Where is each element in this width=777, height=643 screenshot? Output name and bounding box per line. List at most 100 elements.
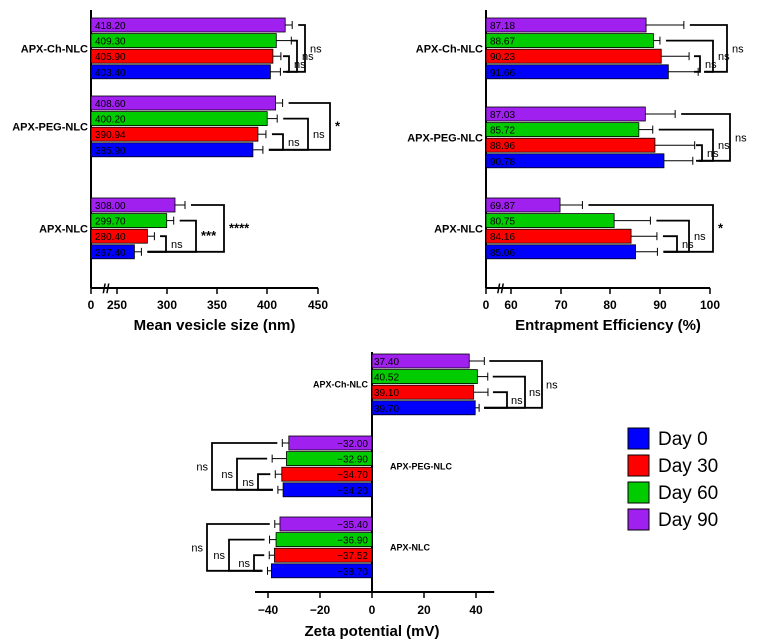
legend-swatch-day0 [627,427,650,450]
ee-significance-bracket [681,113,731,162]
zeta-x-tick-label: 0 [369,603,376,617]
zeta-significance-label: ns [238,558,250,570]
size-significance-bracket [286,24,306,73]
zeta-significance-label: ns [213,550,225,562]
zeta-significance-bracket [253,554,265,572]
zeta-significance-bracket [211,442,278,491]
size-bar-value-label: 390.94 [95,130,126,141]
size-group-label: APX-NLC [39,223,88,235]
size-significance-label: ns [310,43,322,55]
ee-bar-value-label: 69.87 [490,201,515,212]
zeta-x-axis-title: Zeta potential (mV) [304,623,439,640]
ee-significance-label: ns [718,51,730,63]
ee-group-label: APX-PEG-NLC [407,132,483,144]
zeta-x-tick-label: 40 [469,603,483,617]
ee-significance-bracket [689,24,728,73]
ee-bar-value-label: 85.06 [490,248,515,259]
zeta-group-label: APX-PEG-NLC [390,461,453,471]
zeta-significance-bracket [257,473,273,491]
ee-significance-label: ns [682,239,694,251]
size-bar-value-label: 400.20 [95,115,126,126]
size-bar-value-label: 408.60 [95,99,126,110]
zeta-x-tick-label: 20 [417,603,431,617]
zeta-significance-label: ns [546,379,558,391]
legend-swatch-day30 [627,454,650,477]
ee-significance-label: ns [718,140,730,152]
ee-significance-bracket [696,144,703,162]
size-significance-label: ns [313,129,325,141]
ee-x-tick-label: 0 [483,298,490,312]
size-x-tick-label: 350 [207,298,227,312]
zeta-bar-value-label: −32.90 [337,455,368,466]
size-bar-value-label: 405.90 [95,52,126,63]
ee-significance-label: ns [732,43,744,55]
ee-bar-value-label: 88.67 [490,37,515,48]
ee-bar-apx-peg-nlc-day60 [485,122,640,137]
zeta-significance-label: ns [529,387,541,399]
ee-bar-value-label: 84.16 [490,232,515,243]
ee-bar-value-label: 85.72 [490,126,515,137]
size-x-tick-label: 0 [88,298,95,312]
size-group-label: APX-Ch-NLC [21,43,88,55]
ee-group-label: APX-NLC [434,223,483,235]
legend-label: Day 60 [658,483,718,504]
zeta-significance-label: ns [196,461,208,473]
ee-significance-label: ns [694,231,706,243]
zeta-significance-label: ns [242,477,254,489]
ee-x-tick-label: 70 [554,298,568,312]
ee-bar-value-label: 88.96 [490,141,515,152]
zeta-x-tick-label: −40 [258,603,279,617]
size-significance-bracket [283,55,290,73]
size-bar-value-label: 418.20 [95,21,126,32]
size-bar-value-label: 385.90 [95,146,126,157]
ee-axis-break: // [497,281,505,296]
zeta-bar-value-label: −32.00 [337,439,368,450]
ee-x-tick-label: 80 [603,298,617,312]
size-significance-bracket [268,133,284,151]
ee-significance-bracket [662,235,678,253]
size-significance-label: * [335,118,341,133]
size-x-tick-label: 300 [157,298,177,312]
zeta-group-label: APX-NLC [390,542,430,552]
zeta-bar-value-label: 39.10 [374,388,399,399]
size-significance-bracket [147,235,167,253]
zeta-group-label: APX-Ch-NLC [313,379,368,389]
legend-label: Day 30 [658,456,718,477]
zeta-bar-value-label: 40.52 [374,373,399,384]
zeta-bar-value-label: −34.20 [337,486,368,497]
zeta-bar-value-label: −36.90 [337,536,368,547]
ee-bar-apx-ch-nlc-day60 [485,33,654,48]
ee-significance-bracket [588,204,714,253]
zeta-significance-label: ns [221,469,233,481]
size-bar-value-label: 403.40 [95,68,126,79]
legend-label: Day 0 [658,429,708,450]
size-significance-label: ns [171,239,183,251]
zeta-x-tick-label: −20 [310,603,331,617]
size-significance-label: **** [229,220,250,235]
ee-group-label: APX-Ch-NLC [416,43,483,55]
zeta-bar-value-label: −38.70 [337,567,368,578]
legend-swatch-day90 [627,508,650,531]
zeta-bar-value-label: 37.40 [374,357,399,368]
legend-swatch-day60 [627,481,650,504]
size-x-tick-label: 450 [308,298,328,312]
zeta-significance-label: ns [511,395,523,407]
size-x-tick-label: 400 [257,298,277,312]
size-significance-label: *** [201,228,217,243]
size-significance-label: ns [288,137,300,149]
size-bar-value-label: 308.00 [95,201,126,212]
ee-significance-label: ns [705,59,717,71]
ee-x-axis-title: Entrapment Efficiency (%) [515,317,701,334]
zeta-significance-bracket [484,360,543,409]
ee-significance-bracket [694,55,701,73]
ee-x-tick-label: 100 [700,298,720,312]
size-significance-bracket [147,204,225,253]
ee-x-tick-label: 60 [504,298,518,312]
ee-bar-value-label: 91.66 [490,68,515,79]
size-bar-value-label: 280.40 [95,232,126,243]
ee-significance-label: ns [735,132,747,144]
ee-bar-value-label: 80.75 [490,217,515,228]
ee-significance-label: * [718,220,724,235]
ee-bar-apx-peg-nlc-day0 [485,153,665,169]
